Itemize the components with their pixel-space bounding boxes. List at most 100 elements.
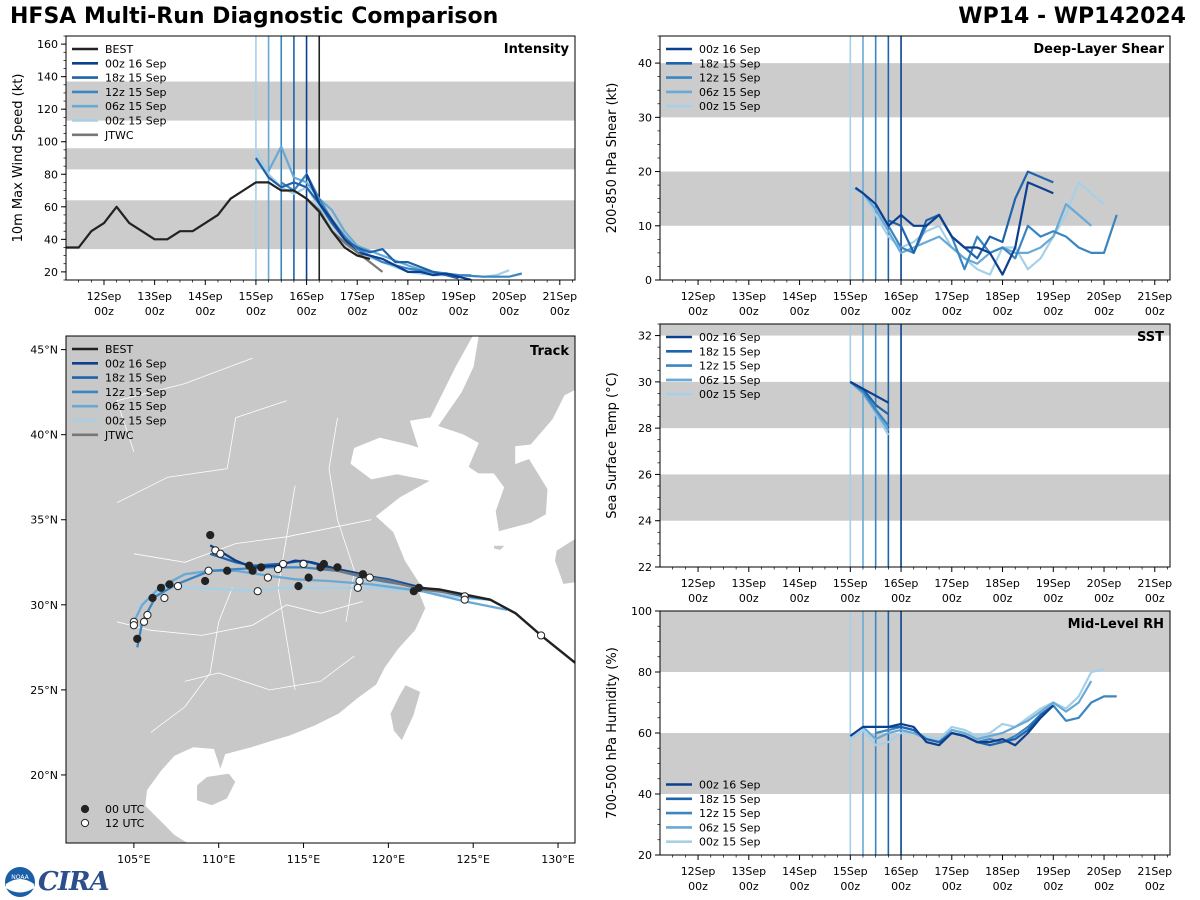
shear-chart: 0 10 20 30 40 12Sep 00z 13Sep 00z 14Sep 00z 15Sep 00… [605,35,1172,318]
intensity-legend-label: 00z 15 Sep [105,115,167,128]
intensity-ylabel: 10m Max Wind Speed (kt) [11,74,26,243]
sst-ytick-label: 28 [638,422,652,435]
rh-xtick-date: 16Sep [884,865,919,878]
intensity-ytick-label: 140 [37,71,58,84]
intensity-xtick-date: 15Sep [239,290,274,303]
intensity-plot-area [66,36,575,280]
rh-ytick-label: 80 [638,666,652,679]
sst-legend-label: 18z 15 Sep [699,345,761,358]
shear-series-r00z16 [854,181,1054,276]
rh-series-r00z15 [849,667,1105,747]
track-legend-label: 18z 15 Sep [105,372,167,385]
intensity-series-r00z16 [305,173,472,280]
rh-chart: 20 40 60 80 100 12Sep 00z 13Sep 00z 14Sep 00z 15Sep… [605,605,1172,893]
shear-xtick-hour: 00z [1094,305,1114,318]
track-marker-00utc [133,634,142,643]
track-marker-12utc [173,581,183,591]
shear-legend-label: 00z 16 Sep [699,43,761,56]
intensity-xtick-hour: 00z [297,305,317,318]
intensity-xtick-date: 14Sep [188,290,223,303]
shear-legend-label: 06z 15 Sep [699,86,761,99]
rh-ytick-label: 60 [638,727,652,740]
intensity-xtick-date: 17Sep [340,290,375,303]
sst-xtick-date: 16Sep [884,577,919,590]
sst-xtick-date: 14Sep [782,577,817,590]
track-legend-label: 00z 16 Sep [105,357,167,370]
track-marker-00utc [245,561,254,570]
intensity-series-r18z15 [254,157,459,280]
track-map-area [66,336,575,843]
sst-xtick-date: 15Sep [833,577,868,590]
noaa-logo-text: NOAA [11,874,29,881]
intensity-xtick-hour: 00z [195,305,215,318]
shear-xtick-date: 15Sep [833,290,868,303]
rh-panel-title: Mid-Level RH [1068,617,1164,632]
track-marker-00utc [223,566,232,575]
rh-ytick-label: 40 [638,788,652,801]
sst-ytick-label: 22 [638,561,652,574]
shear-band [660,171,1170,226]
sst-xtick-date: 12Sep [681,577,716,590]
track-frame [65,335,576,844]
track-marker-00utc [294,581,303,591]
track-legend-label: BEST [105,343,133,356]
land-mass [389,684,422,742]
intensity-ytick-label: 60 [44,201,58,214]
intensity-ytick-label: 120 [37,103,58,116]
sst-xtick-hour: 00z [1094,592,1114,605]
track-marker-12utc [139,617,149,626]
track-marker-00utc [156,583,166,592]
rh-xtick-date: 14Sep [782,865,817,878]
track-legend-label: 12z 15 Sep [105,386,167,399]
shear-legend-label: 18z 15 Sep [699,57,761,70]
rh-xtick-date: 13Sep [731,865,766,878]
intensity-xtick-date: 13Sep [137,290,172,303]
track-marker-00utc [358,570,368,579]
track-ytick-label: 25°N [30,684,58,697]
land-mass [196,772,237,807]
shear-series-r18z15 [887,170,1054,260]
rh-legend-label: 18z 15 Sep [699,793,761,806]
shear-ytick-label: 40 [638,57,652,70]
intensity-ytick-label: 20 [44,266,58,279]
intensity-legend-label: 06z 15 Sep [105,100,167,113]
intensity-xtick-date: 19Sep [441,290,476,303]
intensity-series-r06z15 [267,145,472,277]
shear-xtick-date: 14Sep [782,290,817,303]
track-marker-12utc [355,576,364,586]
rh-xtick-hour: 00z [1145,880,1165,893]
marker-legend-symbol [80,804,90,814]
intensity-band [66,148,575,170]
intensity-series-jtwc [305,197,384,273]
rh-xtick-hour: 00z [790,880,810,893]
intensity-xtick-hour: 00z [499,305,519,318]
track-ytick-label: 20°N [30,769,58,782]
shear-xtick-date: 20Sep [1087,290,1122,303]
marker-legend-label: 12 UTC [105,817,145,830]
shear-xtick-date: 13Sep [731,290,766,303]
rh-ylabel: 700-500 hPa Humidity (%) [605,647,620,819]
rh-xtick-hour: 00z [840,880,860,893]
intensity-xtick-date: 12Sep [87,290,122,303]
rh-xtick-date: 12Sep [681,865,716,878]
track-series-jtwc [320,566,465,596]
marker-legend-label: 00 UTC [105,803,145,816]
track-marker-00utc [257,563,266,572]
track-marker-12utc [279,559,288,569]
sst-band [660,381,1170,429]
intensity-xtick-hour: 00z [94,305,114,318]
shear-xtick-date: 18Sep [985,290,1020,303]
track-xtick-label: 120°E [372,853,405,866]
sst-ytick-label: 24 [638,515,652,528]
sst-legend-label: 12z 15 Sep [699,360,761,373]
rh-legend-label: 06z 15 Sep [699,821,761,834]
province-border [184,655,355,691]
sst-xtick-hour: 00z [688,592,708,605]
rh-ytick-label: 20 [638,849,652,862]
intensity-xtick-date: 18Sep [390,290,425,303]
sst-band [660,474,1170,521]
sst-ylabel: Sea Surface Temp (°C) [605,372,620,519]
rh-legend-label: 12z 15 Sep [699,807,761,820]
track-xtick-label: 130°E [541,853,574,866]
